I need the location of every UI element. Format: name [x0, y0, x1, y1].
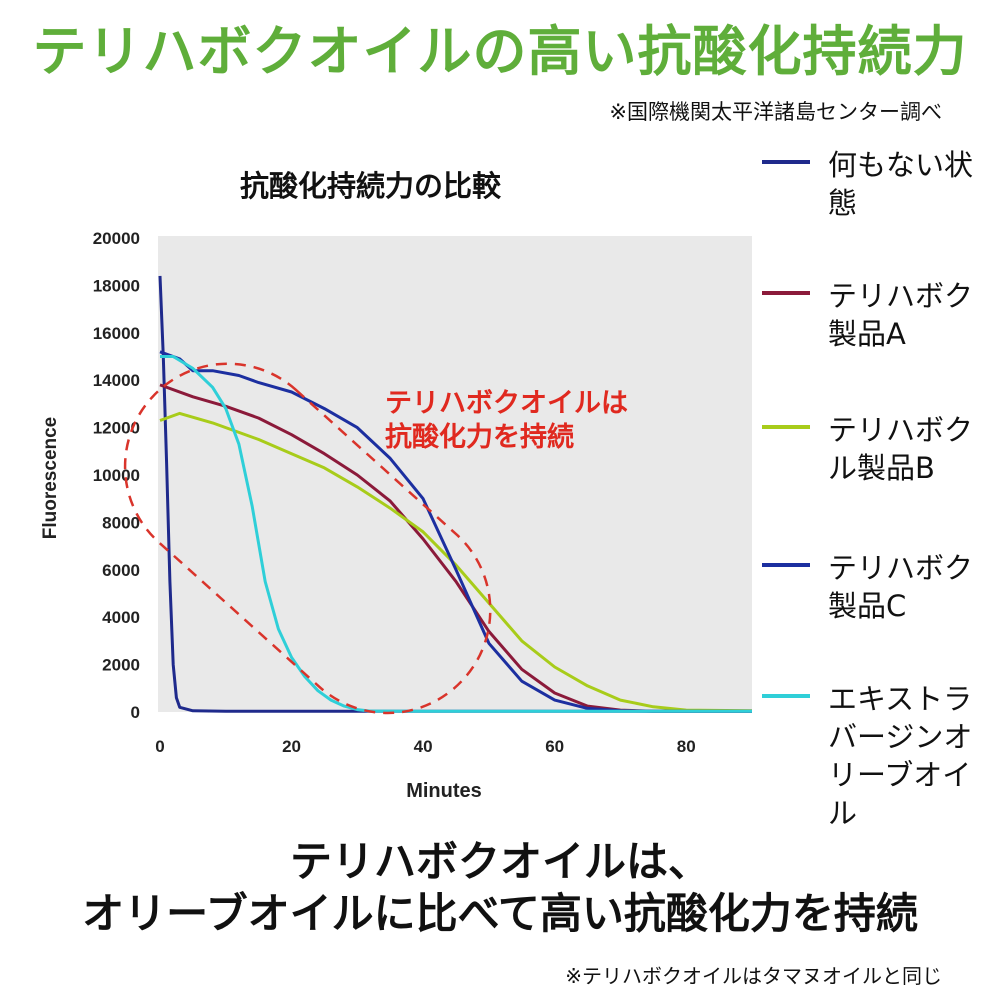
x-tick-label: 20	[282, 737, 301, 756]
highlight-ellipse	[123, 362, 492, 715]
y-tick-label: 20000	[93, 229, 140, 248]
y-tick-label: 6000	[102, 561, 140, 580]
y-tick-label: 18000	[93, 276, 140, 295]
y-tick-label: 16000	[93, 324, 140, 343]
conclusion: テリハボクオイルは、 オリーブオイルに比べて高い抗酸化力を持続	[0, 836, 1000, 940]
conclusion-line-1: テリハボクオイルは、	[289, 837, 710, 886]
x-tick-label: 80	[677, 737, 696, 756]
series-line-2	[159, 383, 752, 713]
y-tick-label: 2000	[102, 656, 140, 675]
y-tick-label: 0	[131, 703, 140, 722]
x-tick-label: 0	[155, 737, 164, 756]
series-line-4	[159, 350, 752, 713]
annotation-line: テリハボクオイルは	[385, 388, 628, 419]
x-tick-label: 40	[414, 737, 433, 756]
annotation-line: 抗酸化力を持続	[385, 421, 574, 453]
legend-label: テリハボク 製品A	[828, 279, 974, 351]
series-line-3	[159, 411, 753, 713]
legend-swatch	[762, 425, 810, 429]
page-title: テリハボクオイルの高い抗酸化持続力	[32, 20, 968, 83]
legend: 何もない状 態 テリハボク 製品A テリハボク ル製品B テリハボク 製品C エ…	[762, 0, 1000, 830]
y-tick-label: 10000	[93, 466, 140, 485]
y-tick-label: 14000	[93, 371, 140, 390]
series-layer	[158, 275, 753, 713]
y-tick-labels: 0 2000 4000 6000 8000 10000 12000 14000 16000 180…	[93, 229, 140, 722]
y-tick-label: 8000	[102, 513, 140, 532]
annotation-text: テリハボクオイルは抗酸化力を持続	[385, 388, 628, 453]
legend-swatch	[762, 160, 810, 164]
y-axis-label: Fluorescence	[40, 417, 61, 540]
plot-area	[158, 236, 752, 712]
chart-title: 抗酸化持続力の比較	[240, 169, 502, 203]
legend-label: エキストラ バージンオ リーブオイル	[828, 682, 973, 830]
legend-swatch	[762, 563, 810, 567]
legend-swatch	[762, 291, 810, 295]
x-axis-label: Minutes	[406, 780, 482, 802]
y-tick-label: 4000	[102, 608, 140, 627]
x-tick-label: 60	[545, 737, 564, 756]
footnote: ※テリハボクオイルはタマヌオイルと同じ	[565, 964, 942, 988]
legend-label: 何もない状 態	[828, 148, 974, 220]
legend-label: テリハボク 製品C	[828, 551, 974, 623]
source-note: ※国際機関太平洋諸島センター調べ	[609, 100, 942, 124]
legend-label: テリハボク ル製品B	[828, 413, 974, 485]
x-tick-labels: 0 20 40 60 80	[155, 737, 695, 756]
conclusion-line-2: オリーブオイルに比べて高い抗酸化力を持続	[82, 889, 918, 938]
y-tick-label: 12000	[93, 419, 140, 438]
legend-swatch	[762, 694, 810, 698]
